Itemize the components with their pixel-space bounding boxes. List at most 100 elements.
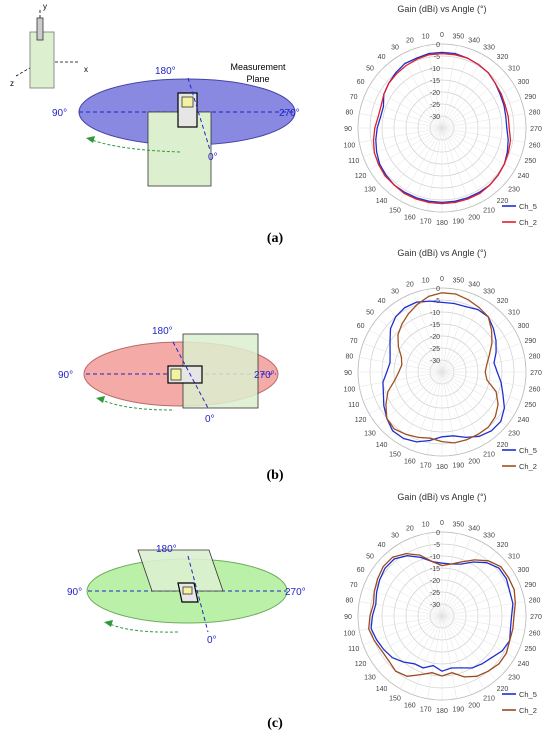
grid-spoke [413, 127, 443, 208]
radial-tick-label: -5 [434, 542, 440, 549]
grid-spoke [413, 536, 443, 617]
grid-spoke [377, 561, 443, 617]
grid-spoke [387, 551, 443, 617]
angle-tick-label: 110 [348, 646, 359, 653]
angle-tick-label: 160 [404, 458, 416, 465]
angle-tick-label: 320 [497, 542, 509, 549]
grid-spoke [441, 533, 457, 617]
grid-spoke [427, 533, 443, 617]
angle-tick-label: 70 [350, 94, 358, 101]
axis-scheme: y x z [10, 2, 88, 89]
angle-tick-label: 260 [529, 386, 541, 393]
angle-tick-label: 160 [404, 214, 416, 221]
angle-tick-label: 190 [452, 707, 464, 714]
angle-tick-label: 290 [524, 338, 536, 345]
angle-0: 0° [205, 414, 215, 425]
angle-tick-label: 30 [391, 289, 399, 296]
grid-spoke [427, 127, 443, 211]
grid-spoke [413, 615, 443, 696]
grid-spoke [359, 371, 443, 387]
angle-tick-label: 190 [452, 463, 464, 470]
angle-tick-label: 170 [420, 219, 432, 226]
angle-tick-label: 100 [344, 386, 356, 393]
angle-tick-label: 50 [366, 310, 374, 317]
radial-tick-label: -15 [430, 566, 440, 573]
angle-tick-label: 330 [483, 289, 495, 296]
grid-spoke [413, 48, 443, 129]
angle-tick-label: 60 [357, 79, 365, 86]
grid-spoke [359, 615, 443, 631]
legend-label: Ch_2 [519, 706, 537, 715]
angle-tick-label: 340 [468, 526, 480, 533]
angle-tick-label: 140 [376, 198, 388, 205]
angle-tick-label: 10 [422, 521, 430, 528]
angle-tick-label: 200 [468, 458, 480, 465]
angle-tick-label: 110 [348, 158, 359, 165]
caption-a: (a) [266, 231, 284, 246]
grid-spoke [441, 45, 457, 129]
angle-tick-label: 310 [508, 310, 520, 317]
angle-tick-label: 120 [355, 173, 367, 180]
legend-label: Ch_5 [519, 690, 537, 699]
radial-tick-label: 0 [436, 530, 440, 537]
angle-180: 180° [152, 326, 173, 337]
axis-label-z: z [10, 79, 14, 88]
grid-spoke [427, 289, 443, 373]
radial-tick-label: -5 [434, 54, 440, 61]
grid-spoke [441, 63, 497, 129]
angle-tick-label: 40 [378, 298, 386, 305]
angle-tick-label: 240 [518, 661, 530, 668]
grid-spoke [362, 343, 443, 373]
angle-tick-label: 300 [518, 567, 530, 574]
grid-spoke [441, 127, 485, 201]
angle-tick-label: 250 [524, 158, 536, 165]
angle-tick-label: 50 [366, 554, 374, 561]
angle-180: 180° [156, 544, 177, 555]
grid-spoke [427, 615, 443, 699]
angle-tick-label: 70 [350, 582, 358, 589]
angle-tick-label: 120 [355, 417, 367, 424]
grid-spoke [359, 357, 443, 373]
angle-tick-label: 20 [406, 526, 414, 533]
angle-tick-label: 40 [378, 542, 386, 549]
grid-spoke [441, 371, 485, 445]
grid-spoke [441, 127, 497, 193]
angle-tick-label: 210 [483, 207, 495, 214]
radial-tick-label: -15 [430, 322, 440, 329]
angle-tick-label: 120 [355, 661, 367, 668]
radial-tick-label: -10 [430, 554, 440, 561]
angle-tick-label: 80 [346, 354, 354, 361]
grid-spoke [399, 371, 443, 445]
angle-tick-label: 140 [376, 442, 388, 449]
grid-spoke [441, 601, 525, 617]
radial-tick-label: -10 [430, 66, 440, 73]
angle-tick-label: 220 [497, 686, 509, 693]
grid-spoke [441, 113, 525, 129]
angle-tick-label: 280 [529, 354, 541, 361]
grid-spoke [369, 127, 443, 171]
grid-spoke [441, 371, 515, 415]
grid-spoke [441, 371, 497, 437]
angle-tick-label: 330 [483, 45, 495, 52]
angle-tick-label: 90 [344, 614, 352, 621]
angle-tick-label: 30 [391, 533, 399, 540]
grid-spoke [441, 127, 471, 208]
grid-spoke [441, 48, 471, 129]
radial-tick-label: -20 [430, 90, 440, 97]
angle-tick-label: 130 [364, 430, 376, 437]
angle-tick-label: 280 [529, 598, 541, 605]
angle-tick-label: 200 [468, 214, 480, 221]
grid-spoke [377, 317, 443, 373]
angle-90: 90° [58, 370, 73, 381]
grid-spoke [441, 615, 497, 681]
angle-tick-label: 0 [440, 32, 444, 39]
angle-tick-label: 110 [348, 402, 359, 409]
angle-tick-label: 150 [389, 695, 401, 702]
series-line-ch-2 [368, 552, 516, 678]
angle-0: 0° [207, 635, 217, 646]
panel-c-diagram: 180° 90° 270° 0° [67, 544, 306, 646]
radial-tick-label: -25 [430, 102, 440, 109]
